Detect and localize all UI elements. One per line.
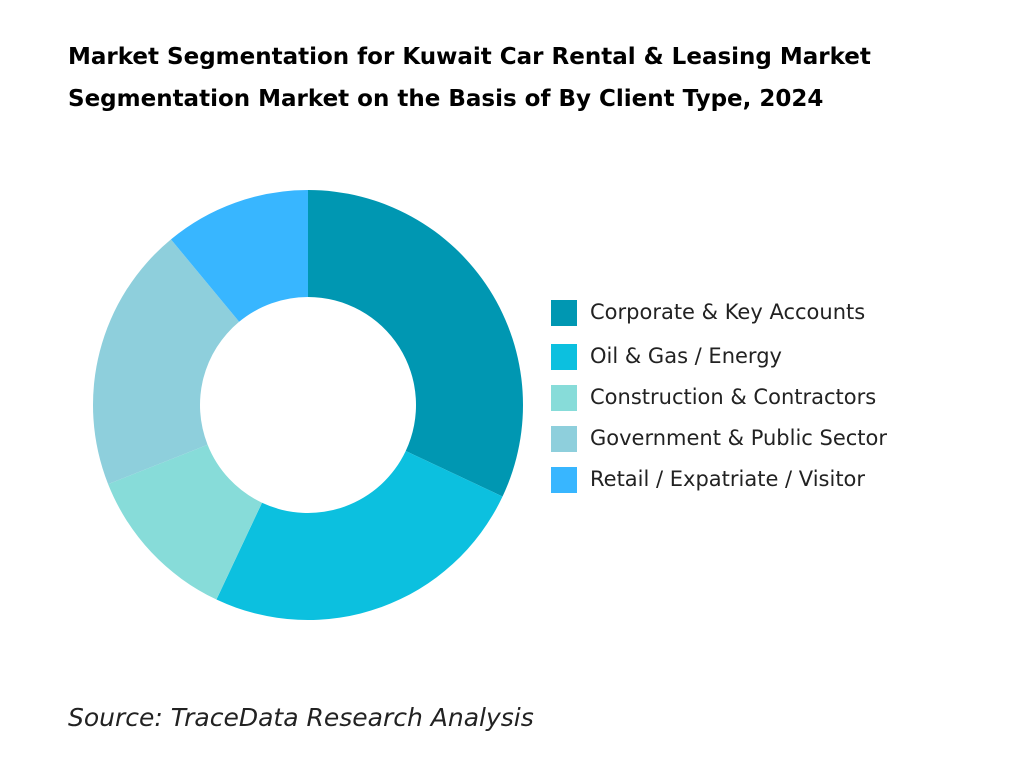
legend-swatch — [551, 300, 577, 326]
legend-label: Corporate & Key Accounts — [590, 300, 865, 324]
legend-label: Government & Public Sector — [590, 426, 887, 450]
donut-slice — [108, 444, 263, 600]
legend-swatch — [551, 344, 577, 370]
donut-slice — [216, 450, 503, 620]
source-note: Source: TraceData Research Analysis — [68, 703, 534, 732]
legend-label: Oil & Gas / Energy — [590, 344, 782, 368]
legend-label: Construction & Contractors — [590, 385, 876, 409]
legend-swatch — [551, 426, 577, 452]
chart-title: Market Segmentation for Kuwait Car Renta… — [68, 44, 871, 112]
donut-slice — [308, 190, 523, 497]
legend-swatch — [551, 385, 577, 411]
legend-label: Retail / Expatriate / Visitor — [590, 467, 865, 491]
legend-swatch — [551, 467, 577, 493]
donut-slice — [170, 190, 308, 322]
donut-slice — [92, 239, 240, 485]
